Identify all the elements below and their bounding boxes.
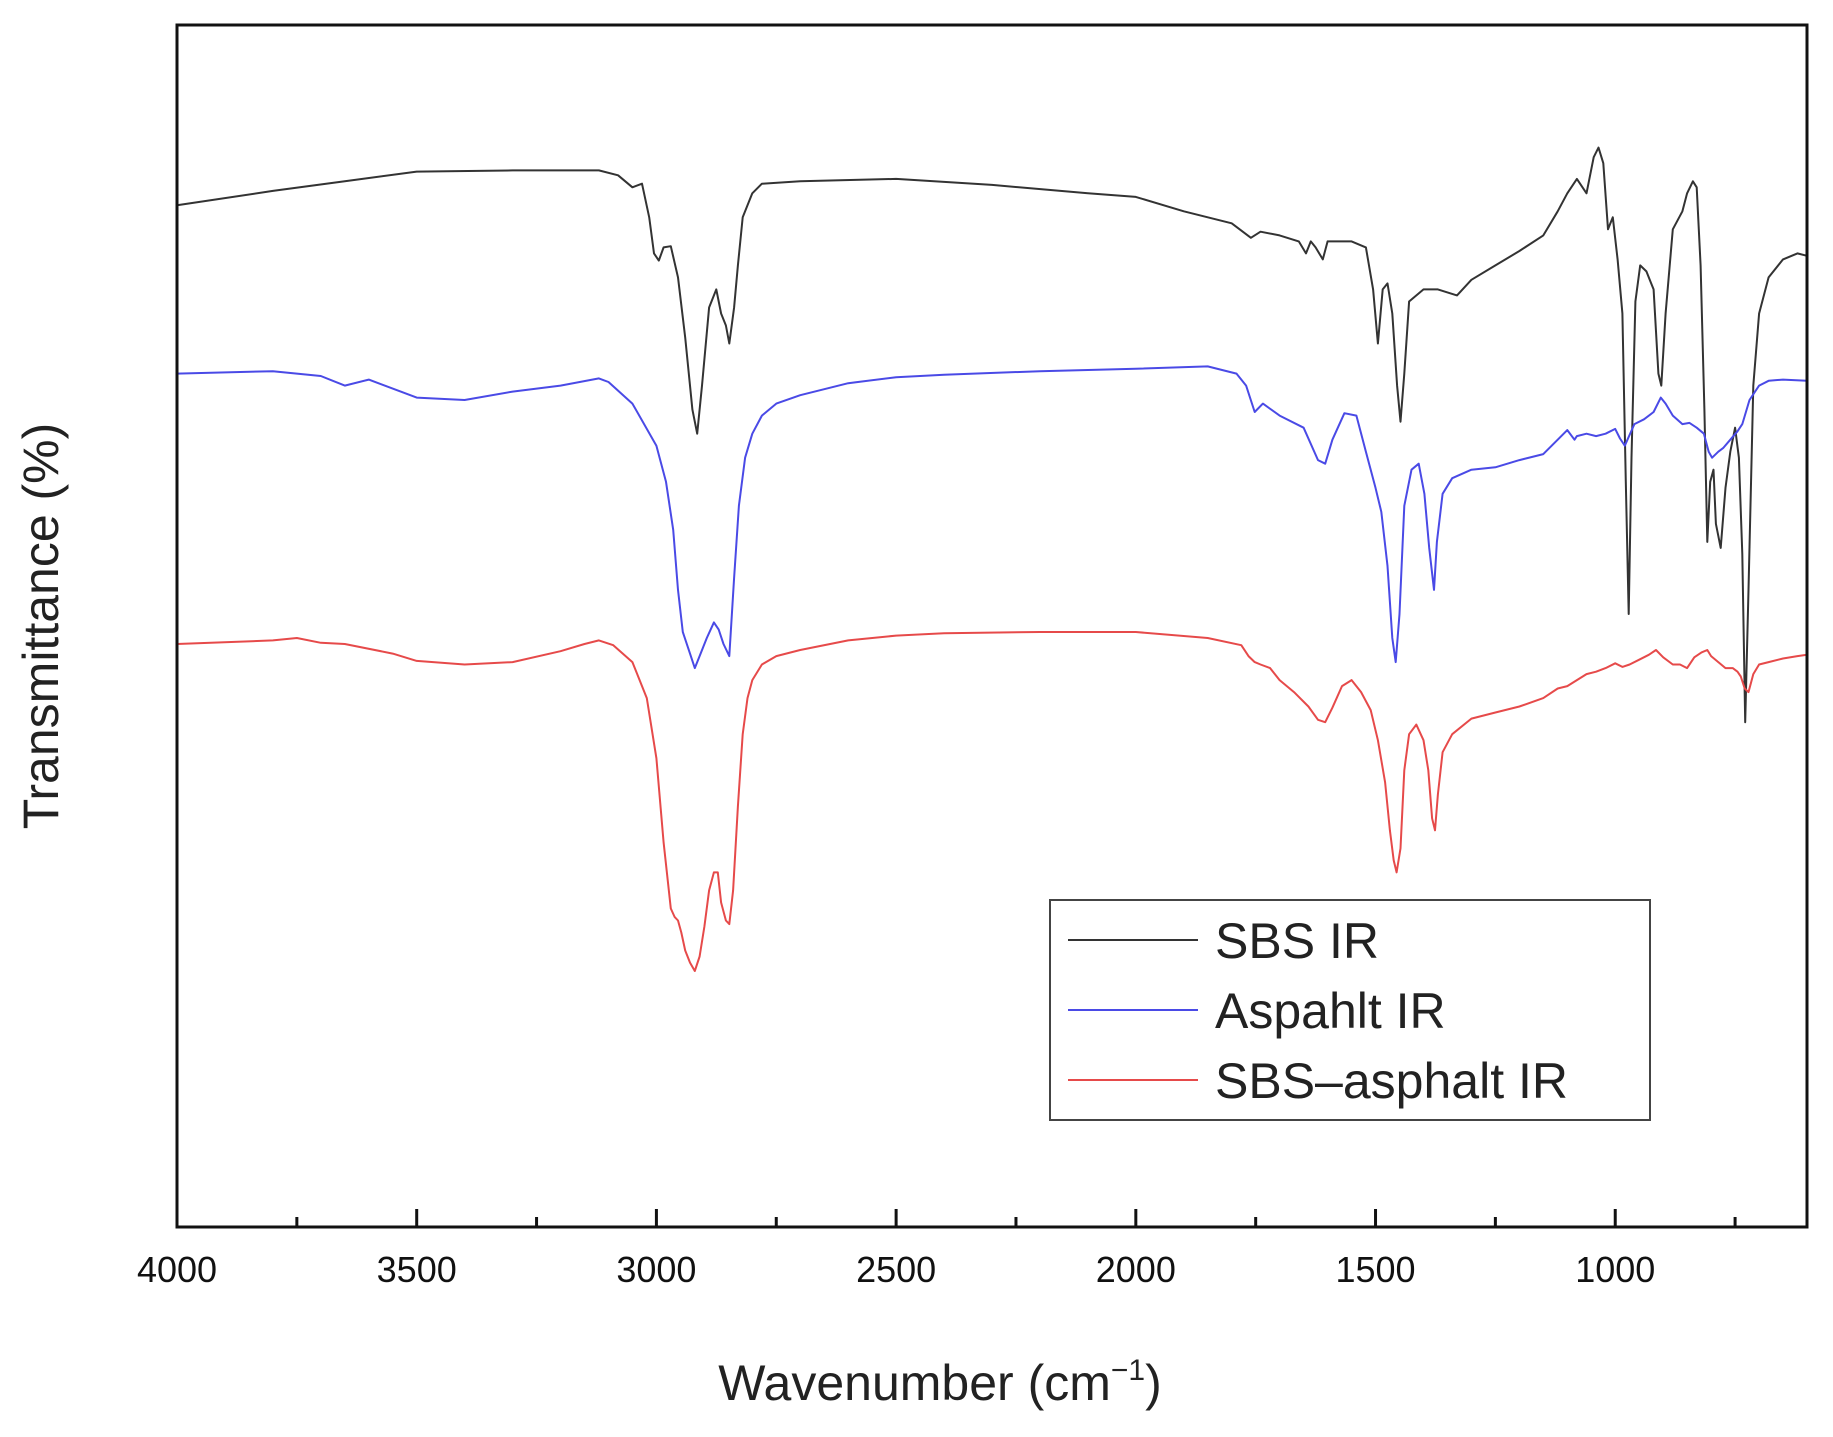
- x-tick-label: 3500: [377, 1249, 457, 1290]
- x-axis-title: Wavenumber (cm−1): [718, 1354, 1162, 1411]
- legend: SBS IR Aspahlt IR SBS–asphalt IR: [1049, 899, 1651, 1121]
- x-tick-label: 2500: [856, 1249, 936, 1290]
- x-tick-label: 3000: [616, 1249, 696, 1290]
- series-line-sbs-ir: [176, 146, 1808, 724]
- series-line-aspahlt-ir: [176, 365, 1808, 670]
- plot-frame: [175, 23, 1809, 1229]
- series-line-sbs-asphalt-ir: [176, 631, 1808, 972]
- x-tick-label: 1000: [1575, 1249, 1655, 1290]
- x-tick-label: 4000: [137, 1249, 217, 1290]
- legend-label-asphalt: Aspahlt IR: [1215, 983, 1446, 1039]
- y-axis-title: Transmittance (%): [13, 423, 69, 830]
- series-layer: [176, 146, 1808, 972]
- legend-label-sbs: SBS IR: [1215, 913, 1379, 969]
- x-tick-label: 1500: [1335, 1249, 1415, 1290]
- legend-label-sbs-asphalt: SBS–asphalt IR: [1215, 1053, 1568, 1109]
- x-axis-ticks: 4000 3500 3000 2500 2000 1500 1000: [137, 1209, 1737, 1290]
- x-tick-label: 2000: [1096, 1249, 1176, 1290]
- x-axis-title-superscript: −1: [1111, 1354, 1145, 1387]
- x-axis-title-close: ): [1145, 1355, 1162, 1411]
- x-axis-title-main: Wavenumber (cm: [718, 1355, 1111, 1411]
